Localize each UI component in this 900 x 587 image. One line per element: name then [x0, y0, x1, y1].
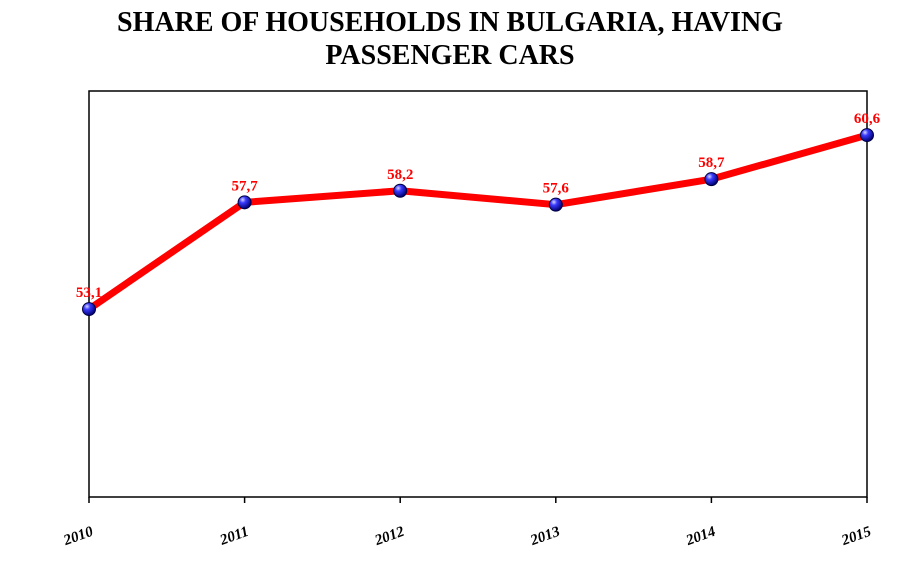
chart-title: SHARE OF HOUSEHOLDS IN BULGARIA, HAVING …: [0, 6, 900, 72]
chart-title-line-1: SHARE OF HOUSEHOLDS IN BULGARIA, HAVING: [117, 7, 783, 38]
data-point-2012: [393, 183, 408, 198]
data-point-2011: [237, 195, 252, 210]
data-label-2015: 60,6: [854, 111, 881, 127]
data-point-2010: [82, 302, 96, 317]
data-label-2013: 57,6: [543, 181, 570, 197]
x-tick-label-2012: 2012: [372, 524, 407, 550]
x-tick-label-2013: 2013: [528, 524, 563, 550]
series-lines: [85, 131, 871, 313]
x-tick-label-2010: 2010: [61, 524, 96, 550]
x-tick-label-2011: 2011: [217, 524, 251, 549]
series-line-0: [85, 131, 871, 313]
data-labels: 53,1 57,7 58,2 57,6 58,7 60,6: [76, 111, 881, 301]
x-tick-label-2015: 2015: [839, 524, 874, 550]
x-tick-label-2014: 2014: [683, 524, 718, 550]
data-label-2014: 58,7: [698, 155, 725, 171]
chart-title-line-2: PASSENGER CARS: [325, 40, 575, 71]
x-axis-ticks: [88, 497, 868, 503]
data-point-2015: [860, 128, 874, 143]
data-point-2013: [548, 197, 563, 212]
x-axis-tick-labels: 2010 2011 2012 2013 2014 2015: [61, 524, 874, 550]
plot-frame: [88, 90, 868, 498]
data-label-2012: 58,2: [387, 167, 413, 183]
data-label-2011: 57,7: [231, 178, 258, 194]
data-markers: [82, 128, 874, 317]
data-label-2010: 53,1: [76, 285, 102, 301]
data-point-2014: [704, 172, 719, 187]
